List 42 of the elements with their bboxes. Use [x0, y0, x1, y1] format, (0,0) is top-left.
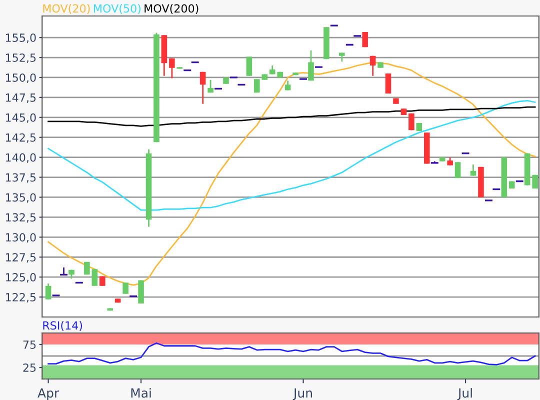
candlestick	[454, 161, 461, 179]
y-tick-label: 132,5	[6, 213, 36, 223]
text: MOV(20)	[43, 4, 90, 14]
x-tick-label: Jul	[457, 388, 472, 400]
y-tick-label: 135,0	[6, 193, 36, 203]
y-tick-label: 145,0	[6, 113, 36, 123]
y-tick-label: 147,5	[6, 94, 36, 103]
candlestick	[370, 55, 376, 77]
y-tick-label: 140,0	[6, 153, 36, 163]
line-series	[48, 100, 536, 211]
line-series	[48, 342, 536, 366]
candlestick	[200, 71, 206, 105]
candlestick	[92, 268, 98, 287]
x-tick-label: Mai	[131, 388, 151, 398]
text: MOV(200)	[144, 4, 198, 14]
candlestick	[45, 282, 52, 300]
candlestick	[532, 174, 538, 190]
y-tick-label: 75	[23, 340, 36, 349]
candlestick	[385, 73, 392, 94]
line-series	[48, 106, 536, 127]
candlestick	[208, 79, 214, 94]
y-tick-label: 150,0	[6, 73, 36, 83]
x-tick-label: Apr	[38, 388, 60, 400]
candlestick	[122, 282, 128, 295]
y-tick-label: 125,0	[6, 273, 36, 283]
x-tick-label: Jun	[292, 388, 312, 400]
y-tick-label: 137,5	[6, 173, 36, 183]
candlestick	[169, 58, 175, 79]
y-tick-label: 122,5	[6, 293, 36, 303]
candlestick	[308, 50, 314, 82]
y-tick-label: 25	[23, 363, 36, 372]
candlestick	[60, 266, 68, 276]
candlestick	[246, 56, 252, 77]
y-tick-label: 142,5	[6, 133, 36, 143]
y-tick-label: 130,0	[6, 233, 36, 243]
y-tick-label: 152,5	[6, 53, 36, 64]
candlestick	[284, 80, 291, 91]
candlestick	[138, 280, 144, 304]
y-tick-label: 155,0	[6, 34, 36, 44]
text: MOV(50)	[94, 4, 140, 14]
text: RSI(14)	[43, 321, 82, 331]
y-tick-label: 127,5	[6, 253, 36, 263]
